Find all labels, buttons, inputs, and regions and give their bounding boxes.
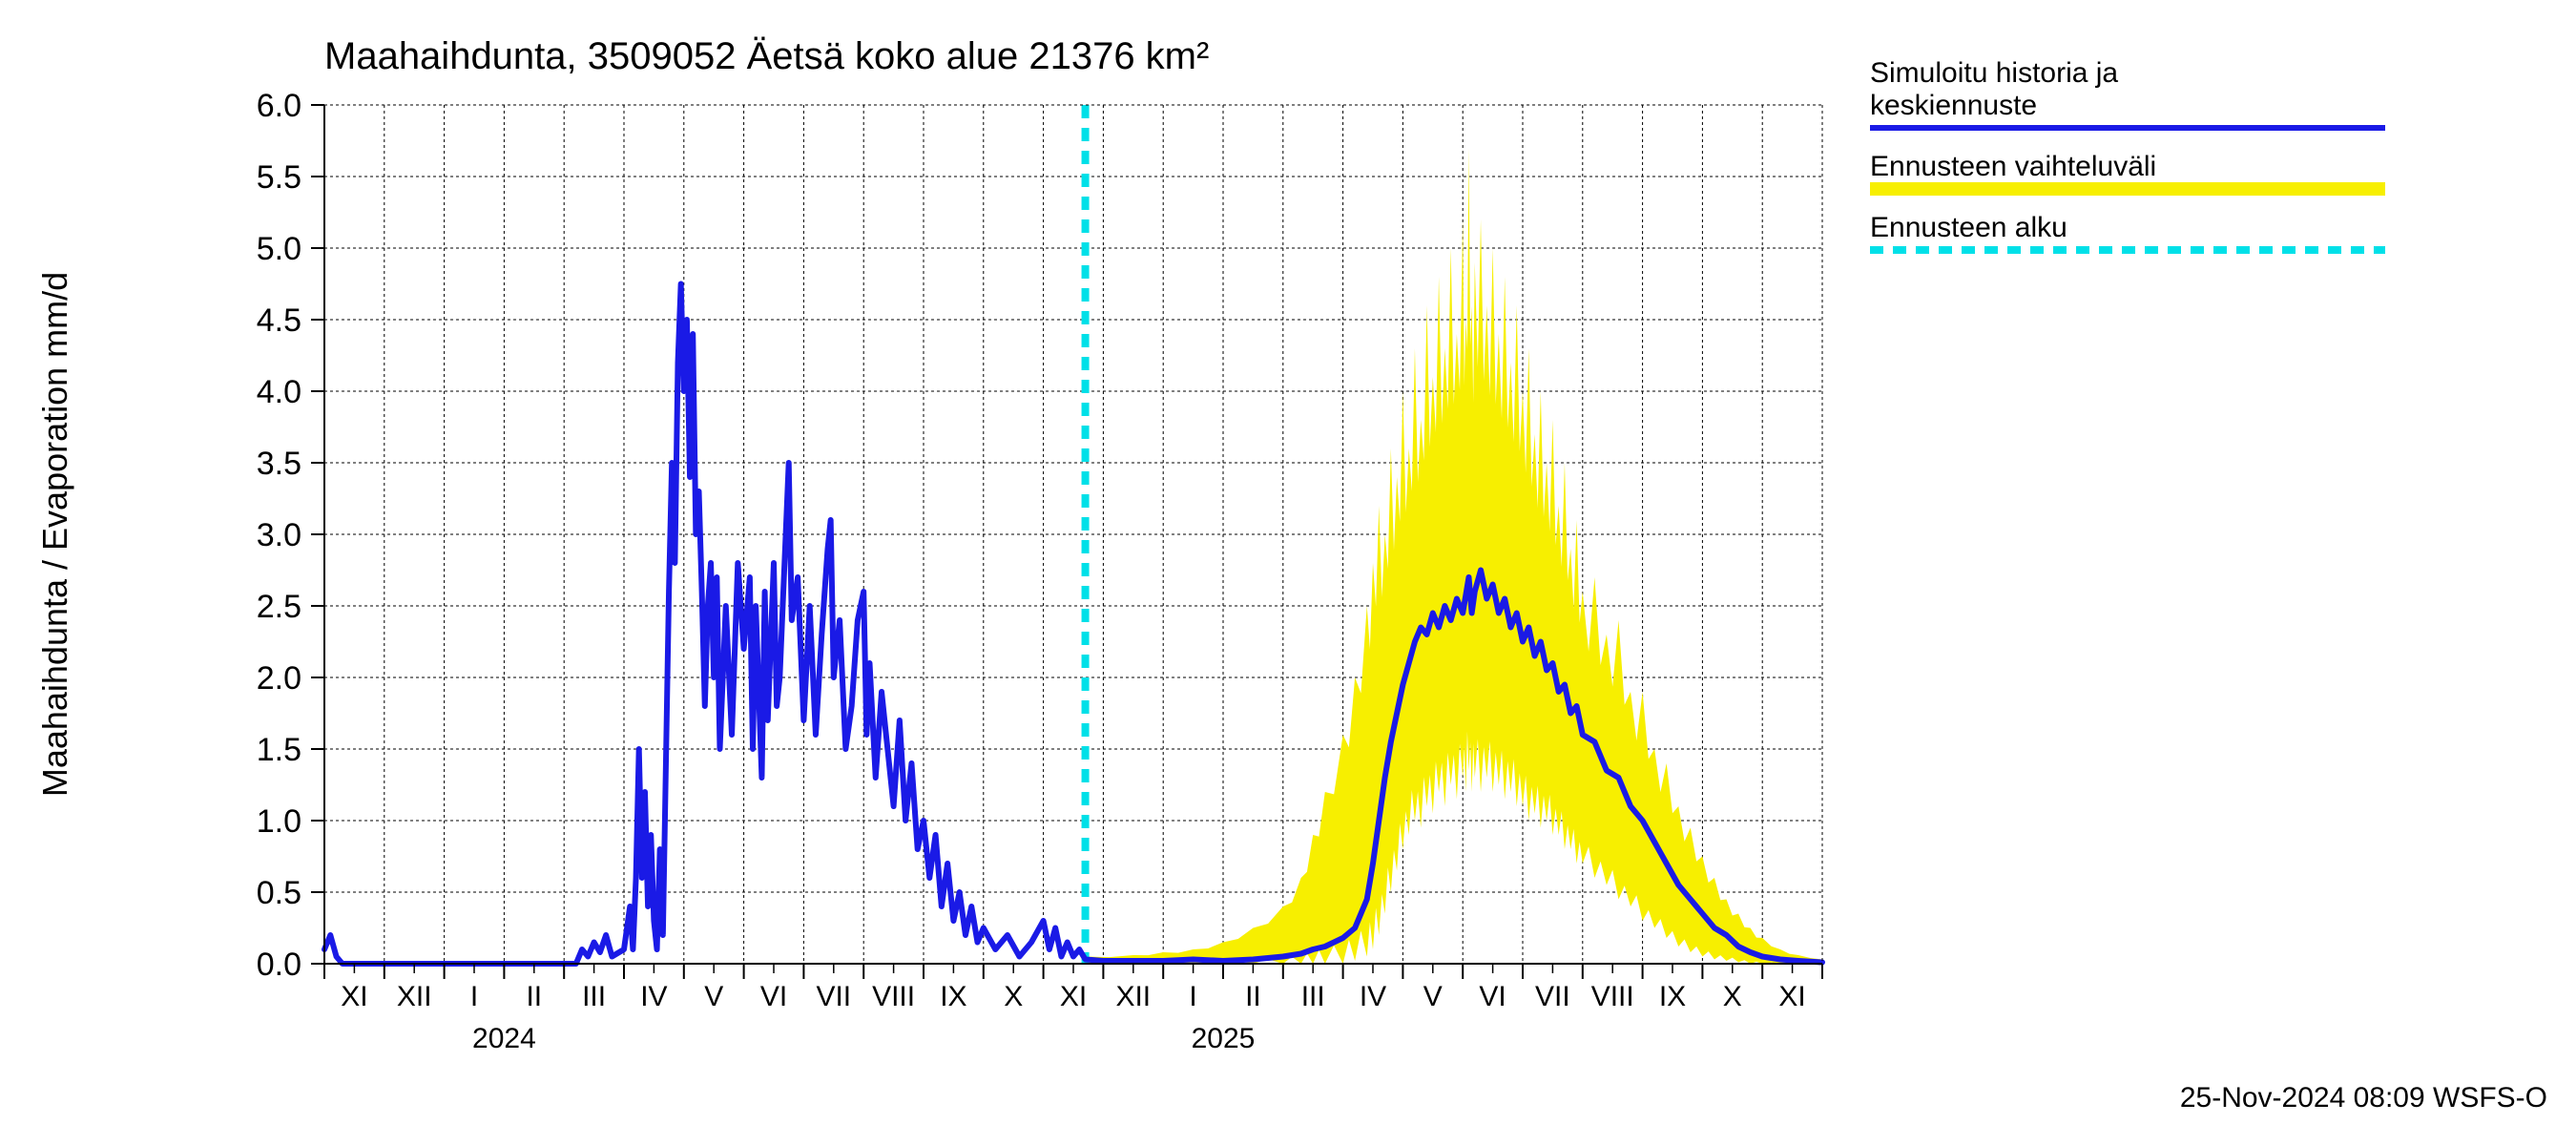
x-tick-label: II xyxy=(526,981,542,1012)
x-tick-label: VIII xyxy=(872,981,915,1012)
y-tick-label: 4.0 xyxy=(257,374,301,410)
y-tick-label: 1.0 xyxy=(257,803,301,840)
x-tick-label: IX xyxy=(940,981,966,1012)
chart-svg: 0.0 0.5 1.0 1.5 2.0 2.5 3.0 3.5 4.0 4.5 5.0 5.5 6.0 X… xyxy=(0,0,2576,1145)
x-tick-label: V xyxy=(1423,981,1443,1012)
y-tick-label: 5.5 xyxy=(257,159,301,196)
x-tick-label: XII xyxy=(1115,981,1151,1012)
x-tick-label: III xyxy=(582,981,606,1012)
legend-label: Simuloitu historia ja xyxy=(1870,57,2118,89)
legend-label: Ennusteen vaihteluväli xyxy=(1870,151,2156,182)
chart-footer: 25-Nov-2024 08:09 WSFS-O xyxy=(2180,1082,2547,1114)
x-tick-label: X xyxy=(1723,981,1742,1012)
x-tick-label: V xyxy=(704,981,723,1012)
x-tick-label: II xyxy=(1245,981,1261,1012)
x-tick-label: I xyxy=(470,981,478,1012)
y-tick-label: 0.0 xyxy=(257,947,301,983)
x-tick-label: IV xyxy=(640,981,667,1012)
x-tick-label: VI xyxy=(760,981,787,1012)
x-tick-label: VII xyxy=(1535,981,1570,1012)
x-tick-label: VII xyxy=(816,981,851,1012)
x-tick-label: IV xyxy=(1360,981,1386,1012)
y-tick-label: 3.0 xyxy=(257,517,301,553)
x-tick-label: VI xyxy=(1479,981,1506,1012)
x-tick-label: XI xyxy=(1778,981,1805,1012)
y-tick-label: 3.5 xyxy=(257,446,301,482)
x-tick-label: VIII xyxy=(1591,981,1634,1012)
x-tick-label: IX xyxy=(1659,981,1686,1012)
y-tick-label: 6.0 xyxy=(257,88,301,124)
x-year-label: 2024 xyxy=(472,1023,536,1054)
y-tick-label: 1.5 xyxy=(257,732,301,768)
chart-container: 0.0 0.5 1.0 1.5 2.0 2.5 3.0 3.5 4.0 4.5 5.0 5.5 6.0 X… xyxy=(0,0,2576,1145)
x-year-label: 2025 xyxy=(1192,1023,1256,1054)
y-tick-label: 2.0 xyxy=(257,660,301,697)
y-tick-label: 2.5 xyxy=(257,589,301,625)
x-tick-label: XI xyxy=(341,981,367,1012)
legend-label: keskiennuste xyxy=(1870,90,2037,121)
x-tick-label: XI xyxy=(1060,981,1087,1012)
x-tick-label: X xyxy=(1004,981,1023,1012)
y-tick-label: 4.5 xyxy=(257,302,301,339)
chart-title: Maahaihdunta, 3509052 Äetsä koko alue 21… xyxy=(324,35,1209,77)
x-tick-label: III xyxy=(1301,981,1325,1012)
x-tick-label: XII xyxy=(397,981,432,1012)
legend-label: Ennusteen alku xyxy=(1870,212,2067,243)
x-tick-label: I xyxy=(1189,981,1196,1012)
y-tick-label: 0.5 xyxy=(257,875,301,911)
y-tick-label: 5.0 xyxy=(257,231,301,267)
chart-background xyxy=(0,0,2576,1145)
y-axis-label: Maahaihdunta / Evaporation mm/d xyxy=(35,272,74,797)
